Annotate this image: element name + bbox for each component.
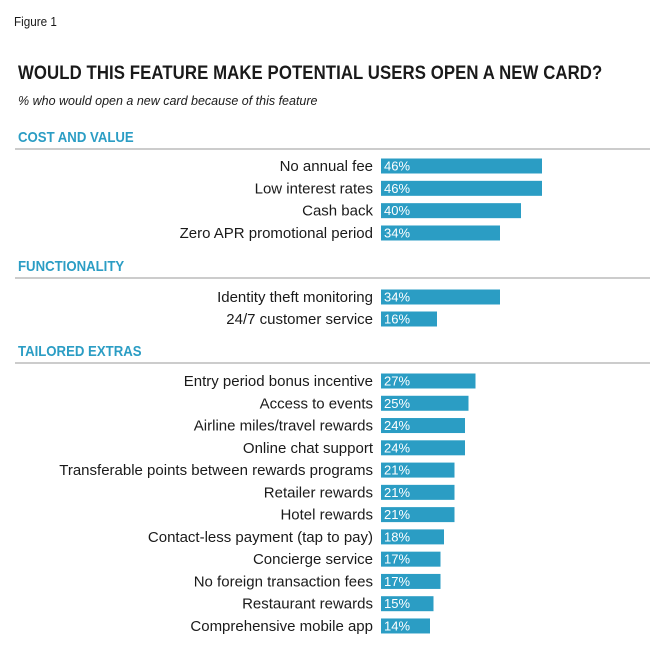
bar xyxy=(381,418,465,434)
data-label: 34% xyxy=(384,290,410,305)
figure-label: Figure 1 xyxy=(14,14,57,29)
category-label: Transferable points between rewards prog… xyxy=(59,462,373,479)
section-functionality: FUNCTIONALITY Identity theft monitoring 34… xyxy=(15,257,650,328)
bar-row-concierge-service: Concierge service 17% xyxy=(253,551,441,568)
category-label: No foreign transaction fees xyxy=(194,573,373,590)
bar-row-airline-miles-travel-rewards: Airline miles/travel rewards 24% xyxy=(194,418,465,435)
category-label: Zero APR promotional period xyxy=(180,225,373,242)
bar-row-low-interest-rates: Low interest rates 46% xyxy=(255,180,542,197)
bar-row-online-chat-support: Online chat support 24% xyxy=(243,440,465,457)
data-label: 16% xyxy=(384,312,410,327)
data-label: 14% xyxy=(384,618,410,633)
category-label: Concierge service xyxy=(253,551,373,568)
bar xyxy=(381,225,500,241)
category-label: Low interest rates xyxy=(255,180,373,197)
bar xyxy=(381,529,444,545)
category-label: Restaurant rewards xyxy=(242,596,373,613)
bar xyxy=(381,618,430,634)
data-label: 15% xyxy=(384,596,410,611)
bar-row-comprehensive-mobile-app: Comprehensive mobile app 14% xyxy=(190,618,430,635)
category-label: No annual fee xyxy=(280,158,373,175)
bar xyxy=(381,596,434,612)
bar-row-transferable-points-between-rewards-programs: Transferable points between rewards prog… xyxy=(59,462,455,479)
category-label: Hotel rewards xyxy=(280,507,373,524)
bar-row-no-annual-fee: No annual fee 46% xyxy=(280,158,542,175)
bar xyxy=(381,203,521,219)
data-label: 46% xyxy=(384,159,410,174)
section-title: FUNCTIONALITY xyxy=(18,257,125,274)
bar xyxy=(381,180,542,196)
chart-title: WOULD THIS FEATURE MAKE POTENTIAL USERS … xyxy=(18,62,603,84)
data-label: 17% xyxy=(384,552,410,567)
category-label: Entry period bonus incentive xyxy=(184,373,373,390)
bar xyxy=(381,289,500,305)
category-label: Access to events xyxy=(260,395,373,412)
bar xyxy=(381,158,542,174)
section-title: TAILORED EXTRAS xyxy=(18,342,142,359)
data-label: 21% xyxy=(384,485,410,500)
bar xyxy=(381,373,476,389)
category-label: Cash back xyxy=(302,203,373,220)
category-label: Retailer rewards xyxy=(264,484,373,501)
category-label: Online chat support xyxy=(243,440,374,457)
data-label: 21% xyxy=(384,507,410,522)
bar xyxy=(381,440,465,456)
category-label: Contact-less payment (tap to pay) xyxy=(148,529,373,546)
bar xyxy=(381,395,469,411)
data-label: 34% xyxy=(384,225,410,240)
bar-row-24-7-customer-service: 24/7 customer service 16% xyxy=(226,311,437,328)
section-title: COST AND VALUE xyxy=(18,128,134,145)
bar-row-retailer-rewards: Retailer rewards 21% xyxy=(264,484,455,501)
category-label: Identity theft monitoring xyxy=(217,289,373,306)
category-label: Airline miles/travel rewards xyxy=(194,418,373,435)
section-tailored-extras: TAILORED EXTRAS Entry period bonus incent… xyxy=(15,342,650,635)
data-label: 24% xyxy=(384,418,410,433)
bar xyxy=(381,551,441,567)
bar-row-access-to-events: Access to events 25% xyxy=(260,395,469,412)
bar-row-restaurant-rewards: Restaurant rewards 15% xyxy=(242,596,434,613)
data-label: 24% xyxy=(384,440,410,455)
bar-row-identity-theft-monitoring: Identity theft monitoring 34% xyxy=(217,289,500,306)
data-label: 18% xyxy=(384,529,410,544)
bar-row-zero-apr-promotional-period: Zero APR promotional period 34% xyxy=(180,225,500,242)
bar xyxy=(381,484,455,500)
data-label: 46% xyxy=(384,181,410,196)
bar xyxy=(381,573,441,589)
bar-row-cash-back: Cash back 40% xyxy=(302,203,521,220)
bar-row-hotel-rewards: Hotel rewards 21% xyxy=(280,507,455,524)
bar xyxy=(381,311,437,327)
data-label: 27% xyxy=(384,374,410,389)
bar-row-contact-less-payment-tap-to-pay: Contact-less payment (tap to pay) 18% xyxy=(148,529,444,546)
bar-row-entry-period-bonus-incentive: Entry period bonus incentive 27% xyxy=(184,373,476,390)
bar xyxy=(381,462,455,478)
bar xyxy=(381,507,455,523)
category-label: 24/7 customer service xyxy=(226,311,373,328)
data-label: 17% xyxy=(384,574,410,589)
bar-row-no-foreign-transaction-fees: No foreign transaction fees 17% xyxy=(194,573,441,590)
category-label: Comprehensive mobile app xyxy=(190,618,373,635)
data-label: 25% xyxy=(384,396,410,411)
data-label: 40% xyxy=(384,203,410,218)
data-label: 21% xyxy=(384,463,410,478)
chart-subtitle: % who would open a new card because of t… xyxy=(18,94,318,108)
